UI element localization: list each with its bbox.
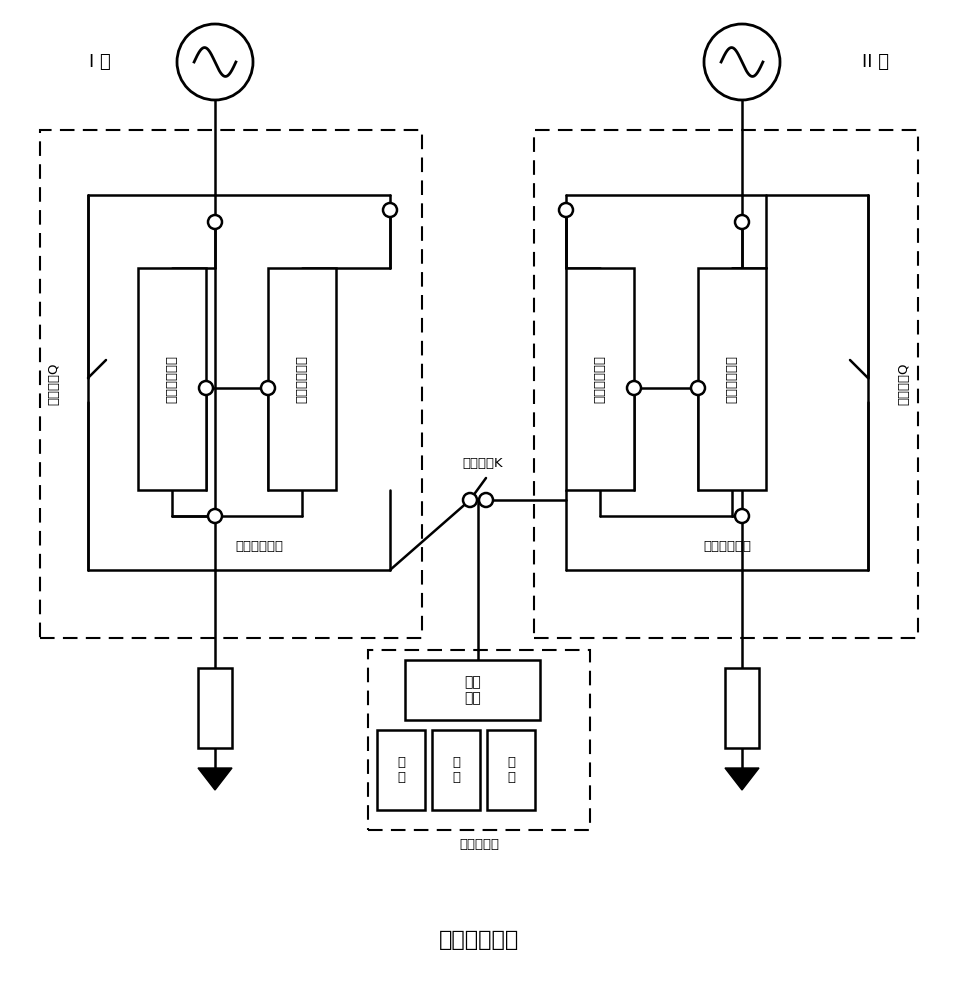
Text: 直流输出端口: 直流输出端口 — [703, 540, 751, 552]
Text: 串联耦合单元: 串联耦合单元 — [166, 355, 179, 403]
Text: 直流配电网: 直流配电网 — [459, 838, 499, 850]
Bar — [268, 268, 336, 490]
Circle shape — [383, 203, 397, 217]
Text: II 段: II 段 — [861, 53, 888, 71]
Circle shape — [627, 381, 641, 395]
Text: 旁路开关Q: 旁路开关Q — [898, 363, 910, 405]
Text: 直流
负荷: 直流 负荷 — [464, 675, 480, 705]
Text: 并联耦合单元: 并联耦合单元 — [593, 355, 607, 403]
Text: 储
能: 储 能 — [397, 756, 405, 784]
Circle shape — [691, 381, 705, 395]
Circle shape — [208, 215, 222, 229]
Polygon shape — [198, 768, 232, 790]
Circle shape — [735, 509, 749, 523]
Polygon shape — [725, 768, 759, 790]
Bar — [432, 730, 480, 810]
Text: I 段: I 段 — [89, 53, 111, 71]
Circle shape — [208, 509, 222, 523]
Circle shape — [704, 24, 780, 100]
Circle shape — [479, 493, 493, 507]
Circle shape — [261, 381, 275, 395]
Bar — [368, 650, 590, 830]
Bar — [138, 268, 206, 490]
Circle shape — [559, 203, 573, 217]
Circle shape — [199, 381, 213, 395]
Bar — [698, 268, 766, 490]
Text: 直流输出端口: 直流输出端口 — [235, 540, 283, 552]
Circle shape — [463, 493, 477, 507]
Text: 串联耦合单元: 串联耦合单元 — [725, 355, 739, 403]
Circle shape — [735, 215, 749, 229]
Bar — [566, 268, 634, 490]
Text: 旁路开关Q: 旁路开关Q — [48, 363, 60, 405]
Bar — [198, 668, 232, 748]
Bar — [377, 730, 425, 810]
Text: 并联耦合单元: 并联耦合单元 — [296, 355, 308, 403]
Bar — [534, 130, 918, 638]
Bar — [487, 730, 535, 810]
Bar — [40, 130, 422, 638]
Text: 光
伏: 光 伏 — [507, 756, 515, 784]
Text: 接入开关K: 接入开关K — [462, 457, 503, 470]
Circle shape — [177, 24, 253, 100]
Text: 直流合环方式: 直流合环方式 — [438, 930, 519, 950]
Text: 风
电: 风 电 — [452, 756, 460, 784]
Bar — [405, 660, 540, 720]
Bar — [725, 668, 759, 748]
